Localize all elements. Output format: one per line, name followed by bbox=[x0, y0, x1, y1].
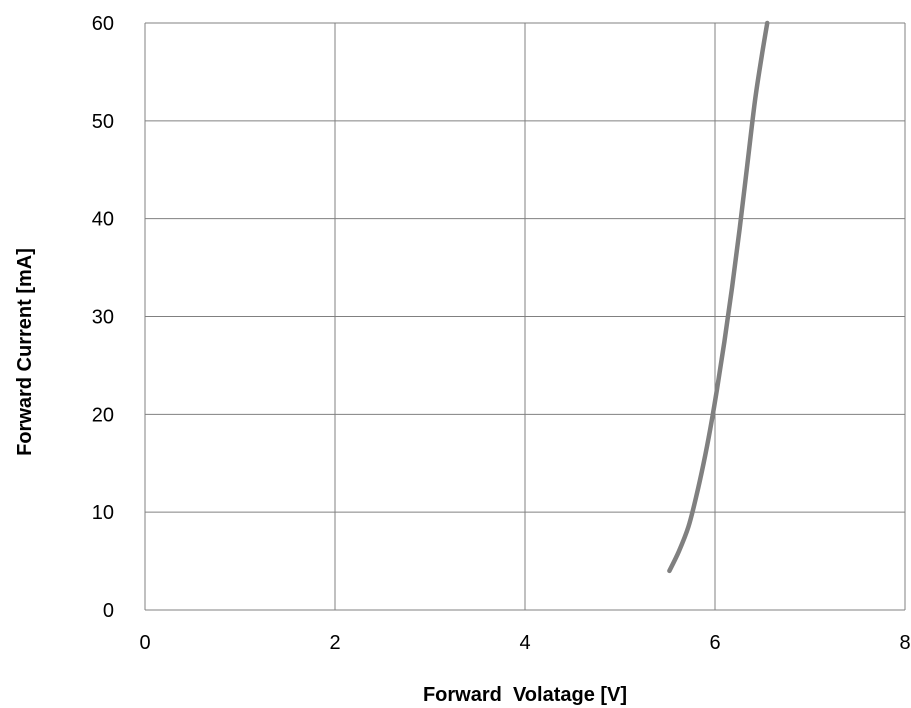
x-tick-label: 0 bbox=[139, 632, 150, 654]
y-tick-label: 60 bbox=[92, 13, 114, 35]
x-tick-labels: 0 2 4 6 8 bbox=[139, 632, 910, 654]
y-tick-label: 10 bbox=[92, 502, 114, 524]
y-tick-label: 50 bbox=[92, 111, 114, 133]
x-tick-label: 6 bbox=[709, 632, 720, 654]
y-tick-label: 0 bbox=[103, 600, 114, 622]
y-tick-label: 40 bbox=[92, 209, 114, 231]
x-tick-label: 8 bbox=[899, 632, 910, 654]
grid bbox=[144, 22, 906, 611]
series bbox=[667, 20, 770, 574]
series-line bbox=[667, 20, 770, 574]
x-tick-label: 2 bbox=[329, 632, 340, 654]
y-tick-label: 20 bbox=[92, 404, 114, 426]
y-axis-title: Forward Current [mA] bbox=[14, 248, 36, 456]
y-tick-labels: 0 10 20 30 40 50 60 bbox=[92, 13, 114, 622]
y-tick-label: 30 bbox=[92, 307, 114, 329]
x-axis-title: Forward Volatage [V] bbox=[423, 684, 627, 706]
x-tick-label: 4 bbox=[519, 632, 530, 654]
